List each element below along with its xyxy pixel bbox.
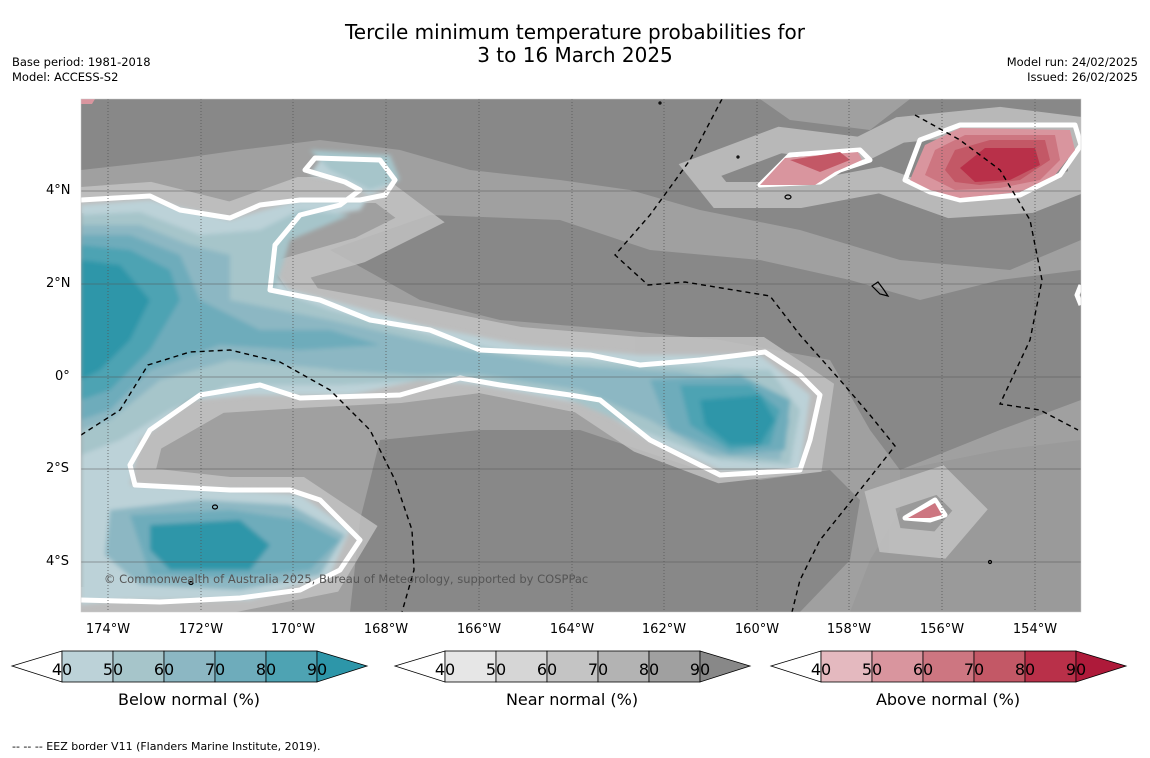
colorbar-below-segment-4 xyxy=(265,650,318,683)
lon-label-172w: 172°W xyxy=(178,622,224,637)
cb-near-tick-80: 80 xyxy=(638,660,660,679)
issued-text: Issued: 26/02/2025 xyxy=(1027,70,1138,84)
colorbar-near-segment-4 xyxy=(648,650,701,683)
colorbar-above-segment-1 xyxy=(871,650,924,683)
islands xyxy=(188,101,993,586)
latitude-gridlines xyxy=(81,190,1081,563)
cb-near-tick-90: 90 xyxy=(689,660,711,679)
colorbar-below-max-arrow xyxy=(316,650,369,683)
lat-label-4s: 4°S xyxy=(46,554,70,569)
above-normal-regions xyxy=(81,99,1075,518)
colorbar-above-label: Above normal (%) xyxy=(875,690,1021,709)
cb-near-tick-70: 70 xyxy=(587,660,609,679)
cb-above-tick-50: 50 xyxy=(861,660,883,679)
colorbar-near-max-arrow xyxy=(699,650,752,683)
forty-percent-contours xyxy=(81,122,1081,605)
eez-borders xyxy=(81,99,1079,612)
map-frame xyxy=(80,98,1082,613)
lon-label-166w: 166°W xyxy=(456,622,502,637)
lat-label-eq: 0° xyxy=(55,369,70,384)
lon-label-168w: 168°W xyxy=(363,622,409,637)
colorbar-below-label: Below normal (%) xyxy=(117,690,261,709)
cb-near-tick-60: 60 xyxy=(536,660,558,679)
lon-label-170w: 170°W xyxy=(270,622,316,637)
eez-footnote: -- -- -- EEZ border V11 (Flanders Marine… xyxy=(12,740,321,753)
lon-label-154w: 154°W xyxy=(1012,622,1058,637)
map-title-line2: 3 to 16 March 2025 xyxy=(477,43,673,67)
colorbar-near-segment-0 xyxy=(444,650,497,683)
cb-below-tick-90: 90 xyxy=(306,660,328,679)
lon-label-162w: 162°W xyxy=(641,622,687,637)
lon-label-158w: 158°W xyxy=(826,622,872,637)
cb-below-tick-70: 70 xyxy=(204,660,226,679)
colorbar-near-segment-2 xyxy=(546,650,599,683)
lat-label-2s: 2°S xyxy=(46,461,70,476)
cb-above-tick-60: 60 xyxy=(912,660,934,679)
cb-near-tick-40: 40 xyxy=(434,660,456,679)
lat-label-2n: 2°N xyxy=(46,276,71,291)
colorbar-near xyxy=(393,650,752,683)
cb-above-tick-70: 70 xyxy=(963,660,985,679)
cb-above-tick-90: 90 xyxy=(1065,660,1087,679)
map-title-line1: Tercile minimum temperature probabilitie… xyxy=(344,20,806,44)
map-field xyxy=(81,99,1081,612)
model-run-text: Model run: 24/02/2025 xyxy=(1006,55,1138,69)
cb-near-tick-50: 50 xyxy=(485,660,507,679)
cb-below-tick-60: 60 xyxy=(153,660,175,679)
colorbar-near-segment-3 xyxy=(597,650,650,683)
colorbar-below xyxy=(10,650,369,683)
colorbar-above-max-arrow xyxy=(1075,650,1128,683)
base-period-text: Base period: 1981-2018 xyxy=(12,55,151,69)
colorbar-below-segment-0 xyxy=(61,650,114,683)
colorbar-above-segment-3 xyxy=(973,650,1026,683)
colorbar-near-label: Near normal (%) xyxy=(505,690,639,709)
lon-label-164w: 164°W xyxy=(549,622,595,637)
model-text: Model: ACCESS-S2 xyxy=(12,70,119,84)
cb-above-tick-40: 40 xyxy=(810,660,832,679)
colorbar-above-segment-2 xyxy=(922,650,975,683)
cb-below-tick-80: 80 xyxy=(255,660,277,679)
colorbar-below-segment-3 xyxy=(214,650,267,683)
cb-above-tick-80: 80 xyxy=(1014,660,1036,679)
lat-label-4n: 4°N xyxy=(46,183,71,198)
colorbar-below-segment-2 xyxy=(163,650,216,683)
lon-label-174w: 174°W xyxy=(85,622,131,637)
cb-below-tick-50: 50 xyxy=(102,660,124,679)
lon-label-160w: 160°W xyxy=(734,622,780,637)
colorbar-near-segment-1 xyxy=(495,650,548,683)
lon-label-156w: 156°W xyxy=(919,622,965,637)
colorbar-above xyxy=(769,650,1128,683)
cb-below-tick-40: 40 xyxy=(51,660,73,679)
colorbar-above-segment-4 xyxy=(1024,650,1077,683)
colorbar-below-segment-1 xyxy=(112,650,165,683)
copyright-notice: © Commonwealth of Australia 2025, Bureau… xyxy=(104,572,589,586)
